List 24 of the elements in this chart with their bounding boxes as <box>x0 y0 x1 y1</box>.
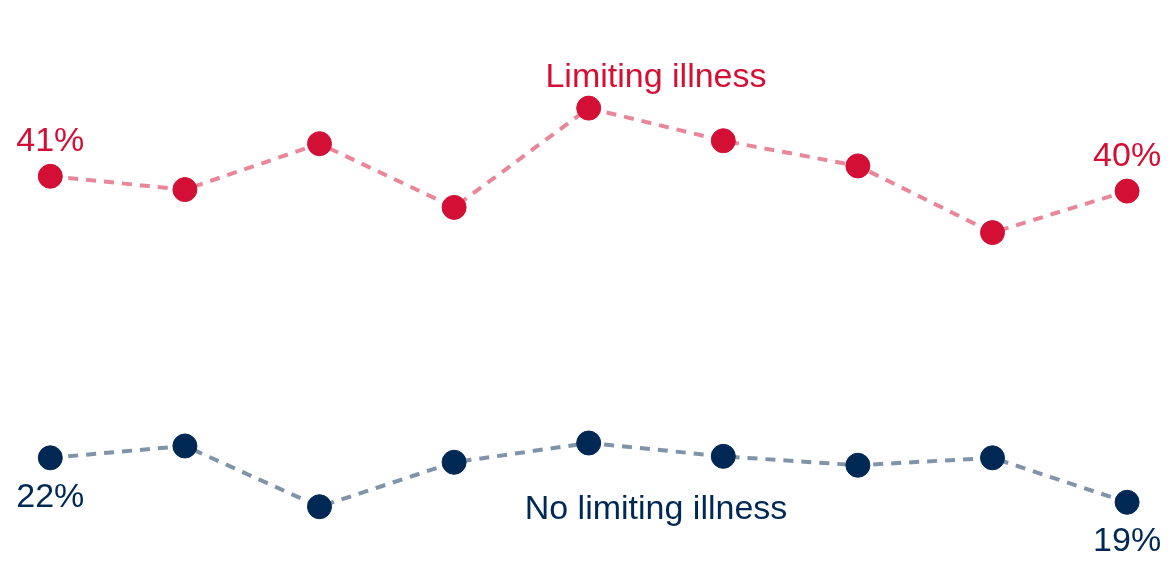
data-label: 41% <box>16 120 85 159</box>
point <box>172 177 198 203</box>
point <box>307 131 332 157</box>
point <box>172 433 198 459</box>
point <box>37 445 63 471</box>
point <box>1114 178 1140 204</box>
point <box>576 95 602 121</box>
series-label: No limiting illness <box>524 487 788 526</box>
point <box>710 128 736 154</box>
point <box>845 153 871 179</box>
point <box>307 494 332 520</box>
point <box>710 443 736 469</box>
point <box>576 430 602 456</box>
point <box>979 220 1005 246</box>
point <box>1114 489 1140 515</box>
point <box>37 163 63 189</box>
point <box>845 452 871 478</box>
point <box>979 445 1005 471</box>
series-label: Limiting illness <box>545 56 767 95</box>
point <box>441 194 467 220</box>
point <box>441 449 467 475</box>
data-label: 19% <box>1093 520 1162 559</box>
data-label: 22% <box>16 475 85 514</box>
data-label: 40% <box>1093 135 1162 174</box>
